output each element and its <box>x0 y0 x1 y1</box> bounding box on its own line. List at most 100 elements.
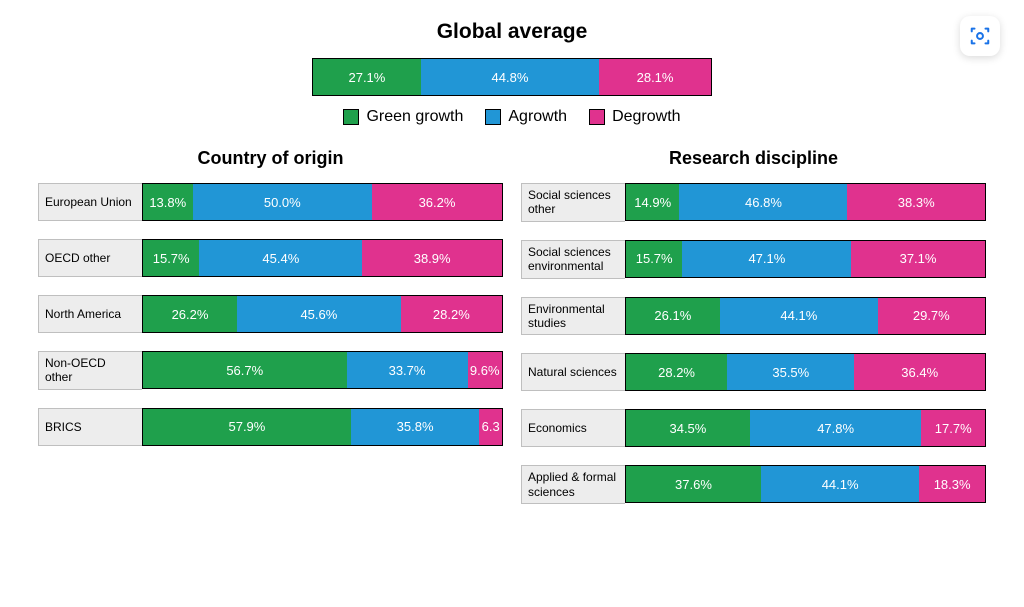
bar-segment-green-growth: 27.1% <box>313 59 421 95</box>
segment-label: 28.1% <box>637 70 674 85</box>
bar-segment-agrowth: 33.7% <box>347 352 468 388</box>
legend: Green growth Agrowth Degrowth <box>30 108 994 126</box>
bar-segment-agrowth: 50.0% <box>193 184 373 220</box>
panel-research-discipline: Research discipline Social sciences other… <box>521 148 986 504</box>
table-row: Environmental studies26.1%44.1%29.7% <box>521 297 986 336</box>
bar-segment-degrowth: 36.4% <box>854 354 985 390</box>
segment-label: 44.1% <box>822 477 859 492</box>
segment-label: 45.6% <box>300 307 337 322</box>
legend-swatch <box>343 109 359 125</box>
segment-label: 9.6% <box>470 363 500 378</box>
segment-label: 29.7% <box>913 308 950 323</box>
bar-segment-agrowth: 46.8% <box>679 184 847 220</box>
row-bar: 13.8%50.0%36.2% <box>142 183 503 221</box>
segment-label: 18.3% <box>934 477 971 492</box>
bar-segment-degrowth: 28.1% <box>599 59 711 95</box>
table-row: Non-OECD other 56.7% 33.7% 9.6% <box>38 351 503 390</box>
bar-segment-agrowth: 44.8% <box>421 59 599 95</box>
segment-label: 38.9% <box>414 251 451 266</box>
row-bar: 28.2% 35.5% 36.4% <box>625 353 986 391</box>
bar-segment-degrowth: 28.2% <box>401 296 502 332</box>
legend-label: Green growth <box>366 108 463 126</box>
row-bar: 37.6% 44.1% 18.3% <box>625 465 986 503</box>
bar-segment-green-growth: 26.1% <box>626 298 720 334</box>
segment-label: 26.2% <box>172 307 209 322</box>
segment-label: 13.8% <box>149 195 186 210</box>
segment-label: 28.2% <box>658 365 695 380</box>
segment-label: 38.3% <box>898 195 935 210</box>
panel-title: Research discipline <box>521 148 986 169</box>
segment-label: 47.1% <box>748 251 785 266</box>
row-bar: 14.9% 46.8% 38.3% <box>625 183 986 221</box>
bar-segment-green-growth: 26.2% <box>143 296 237 332</box>
table-row: BRICS 57.9% 35.8% 6.3 <box>38 408 503 446</box>
visual-search-icon <box>969 25 991 47</box>
bar-segment-green-growth: 13.8% <box>143 184 193 220</box>
row-label: Social sciences other <box>521 183 625 222</box>
table-row: Social sciences other 14.9% 46.8% 38.3% <box>521 183 986 222</box>
table-row: Natural sciences28.2%35.5%36.4% <box>521 353 986 391</box>
panel-rows: Social sciences other14.9%46.8%38.3%Soci… <box>521 183 986 504</box>
segment-label: 56.7% <box>226 363 263 378</box>
bar-segment-degrowth: 38.9% <box>362 240 502 276</box>
segment-label: 46.8% <box>745 195 782 210</box>
panel-country-of-origin: Country of origin European Union 13.8% 50.0… <box>38 148 503 504</box>
panel-rows: European Union13.8%50.0%36.2%OECD other1… <box>38 183 503 446</box>
bar-segment-agrowth: 35.5% <box>727 354 854 390</box>
row-label: Applied & formal sciences <box>521 465 625 504</box>
segment-label: 28.2% <box>433 307 470 322</box>
segment-label: 44.1% <box>780 308 817 323</box>
row-label: OECD other <box>38 239 142 277</box>
panel-title: Country of origin <box>38 148 503 169</box>
row-label: Social sciences environmental <box>521 240 625 279</box>
segment-label: 15.7% <box>636 251 673 266</box>
row-label: European Union <box>38 183 142 221</box>
segment-label: 35.8% <box>397 419 434 434</box>
segment-label: 6.3 <box>482 419 500 434</box>
bar-segment-degrowth: 29.7% <box>878 298 985 334</box>
table-row: Social sciences environmental15.7%47.1%3… <box>521 240 986 279</box>
bar-segment-green-growth: 57.9% <box>143 409 351 445</box>
legend-swatch <box>485 109 501 125</box>
segment-label: 34.5% <box>669 421 706 436</box>
legend-item-degrowth: Degrowth <box>589 108 680 126</box>
bar-segment-agrowth: 45.4% <box>199 240 362 276</box>
row-label: Non-OECD other <box>38 351 142 390</box>
bar-segment-agrowth: 44.1% <box>761 466 919 502</box>
bar-segment-green-growth: 28.2% <box>626 354 727 390</box>
bar-segment-agrowth: 44.1% <box>720 298 878 334</box>
bar-segment-green-growth: 14.9% <box>626 184 679 220</box>
row-label: BRICS <box>38 408 142 446</box>
table-row: North America 26.2% 45.6% 28.2% <box>38 295 503 333</box>
row-bar: 15.7% 45.4% 38.9% <box>142 239 503 277</box>
row-bar: 34.5%47.8%17.7% <box>625 409 986 447</box>
table-row: Economics34.5%47.8%17.7% <box>521 409 986 447</box>
bar-segment-degrowth: 38.3% <box>847 184 984 220</box>
segment-label: 14.9% <box>634 195 671 210</box>
segment-label: 50.0% <box>264 195 301 210</box>
bar-segment-agrowth: 47.1% <box>682 241 851 277</box>
bar-segment-agrowth: 35.8% <box>351 409 480 445</box>
legend-item-agrowth: Agrowth <box>485 108 567 126</box>
row-bar: 26.1% 44.1% 29.7% <box>625 297 986 335</box>
panels-container: Country of origin European Union 13.8% 50.0… <box>30 148 994 504</box>
visual-search-button[interactable] <box>960 16 1000 56</box>
global-average-bar: 27.1% 44.8% 28.1% <box>312 58 712 96</box>
row-bar: 26.2% 45.6% 28.2% <box>142 295 503 333</box>
row-bar: 56.7% 33.7% 9.6% <box>142 351 503 389</box>
segment-label: 35.5% <box>772 365 809 380</box>
bar-segment-green-growth: 15.7% <box>143 240 199 276</box>
segment-label: 57.9% <box>228 419 265 434</box>
segment-label: 33.7% <box>389 363 426 378</box>
bar-segment-green-growth: 37.6% <box>626 466 761 502</box>
row-label: North America <box>38 295 142 333</box>
legend-swatch <box>589 109 605 125</box>
segment-label: 44.8% <box>492 70 529 85</box>
row-bar: 15.7%47.1%37.1% <box>625 240 986 278</box>
legend-label: Degrowth <box>612 108 680 126</box>
bar-segment-degrowth: 18.3% <box>919 466 985 502</box>
bar-segment-green-growth: 56.7% <box>143 352 347 388</box>
table-row: OECD other15.7% 45.4% 38.9% <box>38 239 503 277</box>
segment-label: 45.4% <box>262 251 299 266</box>
segment-label: 36.4% <box>901 365 938 380</box>
